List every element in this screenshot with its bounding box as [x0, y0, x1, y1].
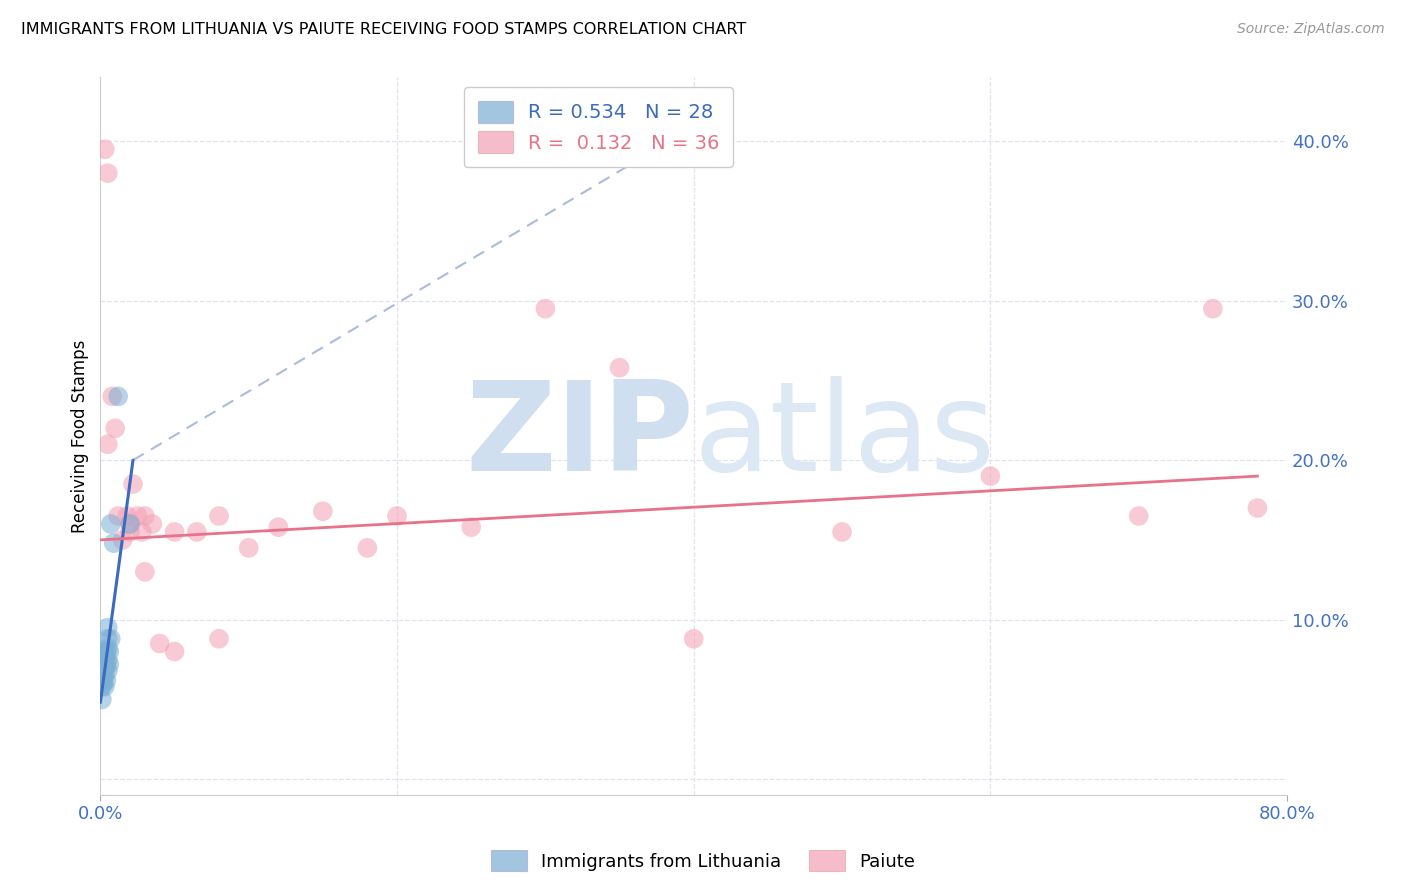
Point [94, 680, 117, 694]
Point [94, 652, 117, 666]
Point [118, 524, 141, 539]
Point [94, 668, 117, 682]
Point [1128, 508, 1150, 523]
Point [122, 477, 145, 491]
Point [91, 648, 114, 662]
Point [90, 692, 112, 706]
Point [460, 520, 482, 534]
Point [98, 644, 121, 658]
Point [101, 389, 124, 403]
Point [127, 508, 149, 523]
Point [609, 360, 631, 375]
Point [131, 524, 153, 539]
Point [238, 541, 260, 555]
Point [118, 516, 141, 531]
Point [91, 676, 114, 690]
Point [208, 508, 231, 523]
Point [115, 508, 138, 523]
Point [1202, 301, 1225, 316]
Text: IMMIGRANTS FROM LITHUANIA VS PAIUTE RECEIVING FOOD STAMPS CORRELATION CHART: IMMIGRANTS FROM LITHUANIA VS PAIUTE RECE… [21, 22, 747, 37]
Point [90, 673, 112, 688]
Text: Source: ZipAtlas.com: Source: ZipAtlas.com [1237, 22, 1385, 37]
Point [97, 641, 120, 656]
Point [100, 632, 122, 646]
Legend: Immigrants from Lithuania, Paiute: Immigrants from Lithuania, Paiute [484, 843, 922, 879]
Point [111, 533, 134, 547]
Point [118, 516, 141, 531]
Point [91, 657, 114, 672]
Point [682, 632, 704, 646]
Text: atlas: atlas [693, 376, 995, 497]
Point [107, 389, 129, 403]
Point [91, 664, 114, 678]
Point [1246, 501, 1268, 516]
Point [97, 652, 120, 666]
Point [90, 680, 112, 694]
Point [356, 541, 378, 555]
Legend: R = 0.534   N = 28, R =  0.132   N = 36: R = 0.534 N = 28, R = 0.132 N = 36 [464, 87, 734, 167]
Point [163, 524, 186, 539]
Point [94, 644, 117, 658]
Point [534, 301, 557, 316]
Point [97, 632, 120, 646]
Point [104, 421, 127, 435]
Point [186, 524, 208, 539]
Point [100, 516, 122, 531]
Point [149, 636, 172, 650]
Point [98, 657, 121, 672]
Point [208, 632, 231, 646]
Point [312, 504, 335, 518]
Point [97, 621, 120, 635]
Point [97, 664, 120, 678]
Point [107, 508, 129, 523]
Point [163, 644, 186, 658]
Point [831, 524, 853, 539]
Point [96, 673, 118, 688]
Point [134, 508, 156, 523]
Point [979, 469, 1001, 483]
Point [96, 644, 118, 658]
Point [91, 672, 114, 686]
Point [267, 520, 290, 534]
Point [385, 508, 408, 523]
Point [94, 660, 117, 674]
Point [97, 166, 120, 180]
Point [96, 657, 118, 672]
Point [103, 536, 125, 550]
Point [134, 565, 156, 579]
Point [94, 142, 117, 156]
Point [141, 516, 163, 531]
Point [97, 437, 120, 451]
Text: ZIP: ZIP [465, 376, 693, 497]
Y-axis label: Receiving Food Stamps: Receiving Food Stamps [72, 340, 89, 533]
